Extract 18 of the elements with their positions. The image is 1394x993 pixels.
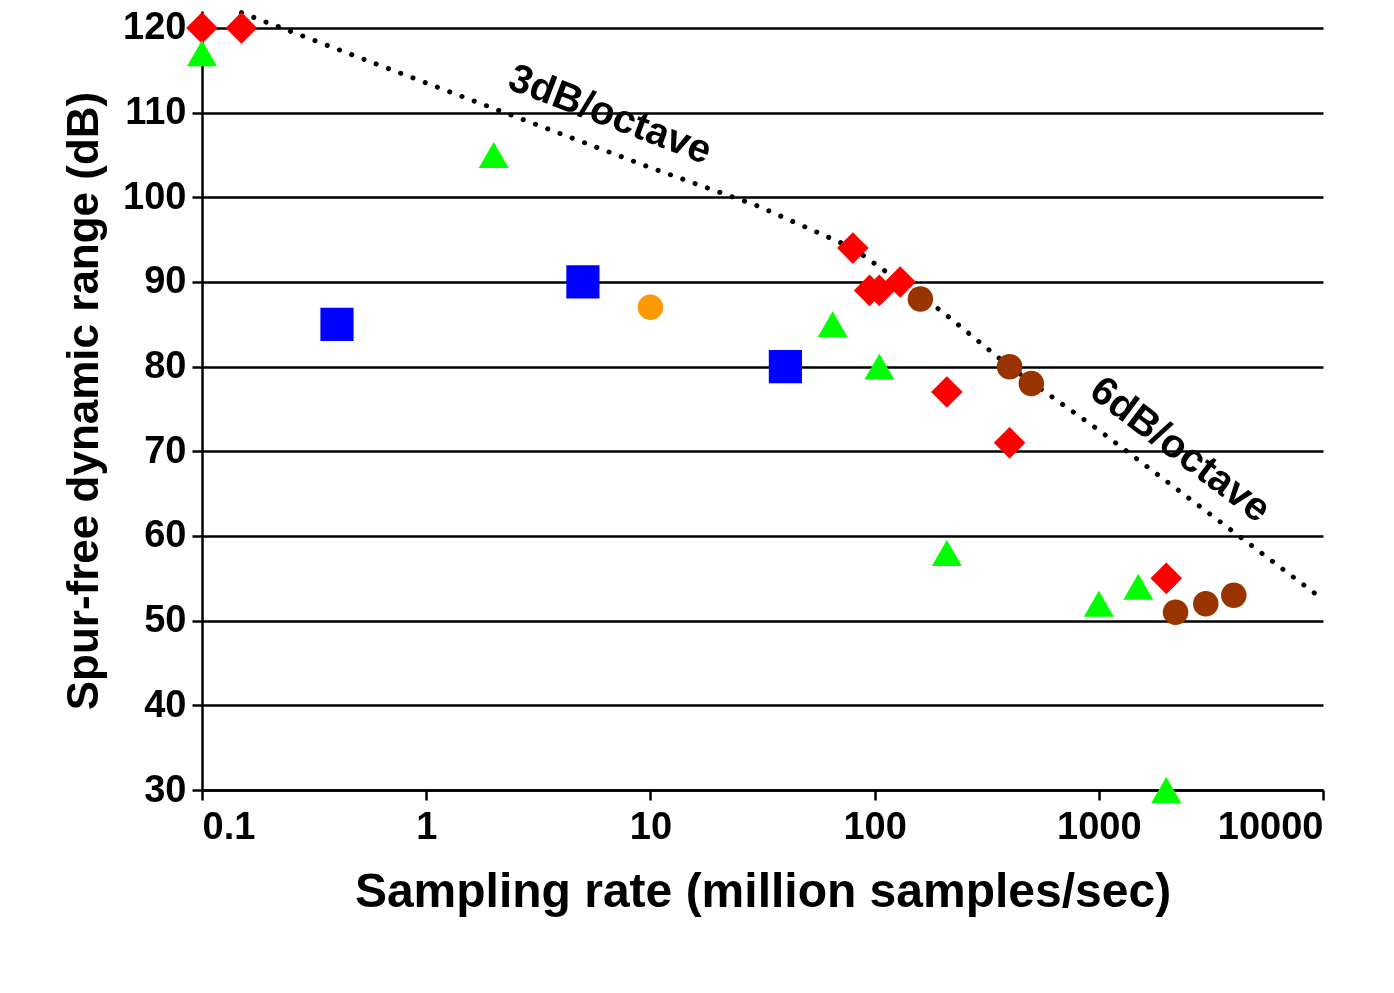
y-tick-label: 40 bbox=[144, 682, 187, 725]
y-tick-label: 120 bbox=[123, 5, 187, 48]
y-tick-label: 110 bbox=[125, 90, 187, 133]
y-axis-title: Spur-free dynamic range (dB) bbox=[58, 91, 108, 711]
x-axis-title: Sampling rate (million samples/sec) bbox=[354, 863, 1172, 917]
y-tick-label: 80 bbox=[144, 344, 187, 387]
x-tick-label: 0.1 bbox=[202, 804, 256, 847]
x-tick-label: 100 bbox=[843, 804, 907, 847]
y-tick-label: 50 bbox=[144, 598, 187, 641]
y-tick-label: 30 bbox=[144, 767, 187, 810]
y-tick-label: 60 bbox=[144, 513, 187, 556]
y-tick-label: 100 bbox=[123, 174, 187, 217]
x-tick-label: 1000 bbox=[1057, 804, 1142, 847]
x-tick-label: 1 bbox=[416, 804, 438, 847]
y-tick-label: 90 bbox=[144, 259, 187, 302]
y-tick-label: 70 bbox=[144, 428, 187, 471]
x-tick-label: 10 bbox=[629, 804, 673, 847]
x-tick-label: 10000 bbox=[1217, 804, 1324, 847]
